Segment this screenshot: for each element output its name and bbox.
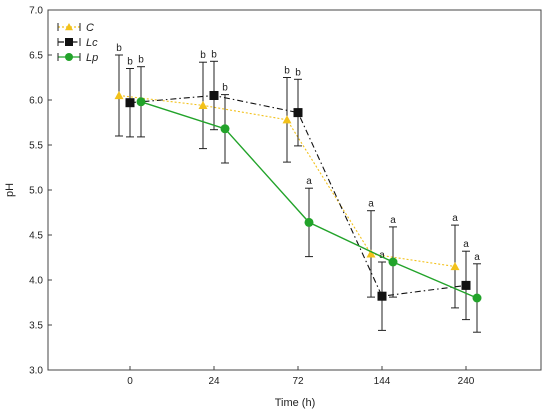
data-point bbox=[136, 97, 146, 107]
significance-label: b bbox=[127, 57, 133, 68]
data-point bbox=[209, 91, 219, 100]
y-tick-label: 4.0 bbox=[29, 276, 43, 287]
x-tick-label: 0 bbox=[127, 376, 133, 387]
x-tick-label: 24 bbox=[208, 376, 220, 387]
significance-label: b bbox=[211, 49, 217, 60]
x-tick-label: 240 bbox=[458, 376, 475, 387]
significance-label: a bbox=[452, 213, 458, 224]
y-tick-label: 6.0 bbox=[29, 96, 43, 107]
significance-label: b bbox=[284, 66, 290, 77]
x-axis-title: Time (h) bbox=[275, 397, 316, 409]
data-point bbox=[220, 124, 230, 134]
significance-label: b bbox=[200, 50, 206, 61]
y-tick-label: 5.0 bbox=[29, 186, 43, 197]
significance-label: b bbox=[138, 55, 144, 66]
y-axis-title: pH bbox=[4, 183, 16, 197]
legend-label: Lc bbox=[86, 37, 98, 49]
data-point bbox=[114, 91, 124, 100]
plot-area bbox=[47, 9, 542, 371]
legend: C Lc Lp bbox=[57, 22, 98, 64]
series-line bbox=[129, 94, 467, 297]
y-tick-label: 5.5 bbox=[29, 141, 43, 152]
y-tick-label: 7.0 bbox=[29, 6, 43, 17]
y-tick-label: 3.0 bbox=[29, 366, 43, 377]
legend-marker bbox=[65, 53, 73, 61]
data-point bbox=[125, 98, 135, 108]
data-point bbox=[366, 249, 376, 258]
legend-item-c: C bbox=[57, 22, 94, 34]
legend-label: Lp bbox=[86, 52, 98, 64]
significance-label: a bbox=[306, 176, 312, 187]
data-point bbox=[293, 108, 303, 118]
y-tick-label: 4.5 bbox=[29, 231, 43, 242]
significance-label: a bbox=[474, 252, 480, 263]
data-point bbox=[450, 262, 460, 271]
legend-item-lp: Lp bbox=[57, 52, 98, 64]
data-point bbox=[472, 293, 482, 303]
legend-marker bbox=[65, 38, 73, 46]
significance-label: b bbox=[222, 83, 228, 94]
significance-label: a bbox=[463, 239, 469, 250]
data-point bbox=[388, 257, 398, 267]
significance-label: b bbox=[116, 43, 122, 54]
y-tick-label: 3.5 bbox=[29, 321, 43, 332]
significance-label: b bbox=[295, 67, 301, 78]
data-point bbox=[304, 217, 314, 227]
legend-marker bbox=[65, 23, 73, 31]
data-point bbox=[282, 115, 292, 124]
significance-label: a bbox=[390, 215, 396, 226]
significance-label: a bbox=[368, 199, 374, 210]
x-tick-label: 72 bbox=[292, 376, 304, 387]
x-tick-label: 144 bbox=[374, 376, 391, 387]
data-point bbox=[461, 280, 471, 290]
legend-label: C bbox=[86, 22, 94, 34]
significance-label: a bbox=[379, 250, 385, 261]
data-point bbox=[377, 291, 387, 301]
legend-item-lc: Lc bbox=[57, 37, 98, 49]
x-axis: 0 24 72 144 240 bbox=[127, 366, 475, 387]
y-axis: 3.0 3.5 4.0 4.5 5.0 5.5 6.0 6.5 7.0 bbox=[29, 6, 52, 377]
data-point bbox=[198, 100, 208, 109]
y-tick-label: 6.5 bbox=[29, 51, 43, 62]
